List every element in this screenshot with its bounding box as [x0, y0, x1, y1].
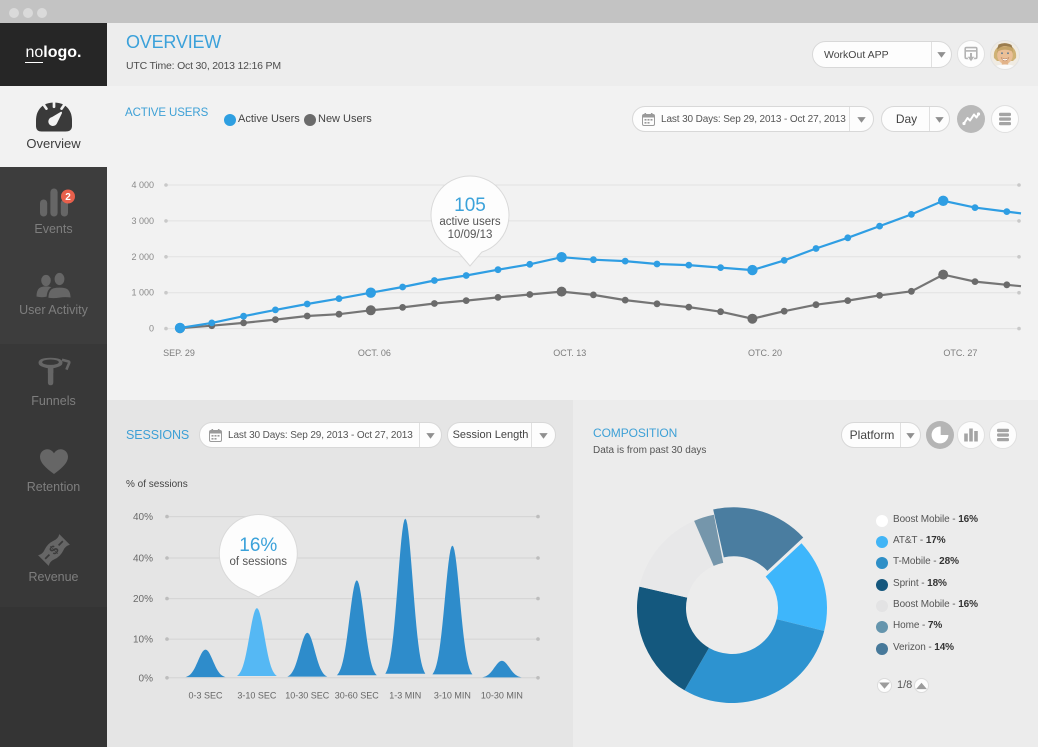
svg-text:OCT. 06: OCT. 06: [358, 348, 391, 358]
svg-text:2 000: 2 000: [131, 252, 154, 262]
svg-text:3-10 SEC: 3-10 SEC: [237, 691, 277, 701]
svg-text:20%: 20%: [133, 594, 153, 605]
svg-text:40%: 40%: [133, 554, 153, 565]
svg-text:OTC. 27: OTC. 27: [943, 348, 977, 358]
svg-text:0: 0: [149, 324, 154, 334]
svg-text:0%: 0%: [139, 673, 154, 684]
svg-text:0-3 SEC: 0-3 SEC: [188, 691, 223, 701]
svg-text:10/09/13: 10/09/13: [448, 229, 493, 241]
svg-text:16%: 16%: [239, 535, 277, 556]
svg-text:active users: active users: [439, 216, 501, 228]
svg-text:2: 2: [65, 192, 71, 203]
svg-text:10-30 MIN: 10-30 MIN: [481, 691, 523, 701]
svg-text:OTC. 20: OTC. 20: [748, 348, 782, 358]
svg-text:3-10 MIN: 3-10 MIN: [434, 691, 471, 701]
svg-text:3 000: 3 000: [131, 216, 154, 226]
svg-text:105: 105: [454, 195, 486, 216]
svg-text:10-30 SEC: 10-30 SEC: [285, 691, 330, 701]
svg-text:1 000: 1 000: [131, 288, 154, 298]
svg-text:1-3 MIN: 1-3 MIN: [389, 691, 421, 701]
svg-text:40%: 40%: [133, 512, 153, 523]
svg-text:4 000: 4 000: [131, 180, 154, 190]
svg-text:30-60 SEC: 30-60 SEC: [335, 691, 380, 701]
svg-text:10%: 10%: [133, 635, 153, 646]
svg-text:SEP. 29: SEP. 29: [163, 348, 195, 358]
svg-text:OCT. 13: OCT. 13: [553, 348, 586, 358]
svg-text:of sessions: of sessions: [230, 556, 288, 568]
